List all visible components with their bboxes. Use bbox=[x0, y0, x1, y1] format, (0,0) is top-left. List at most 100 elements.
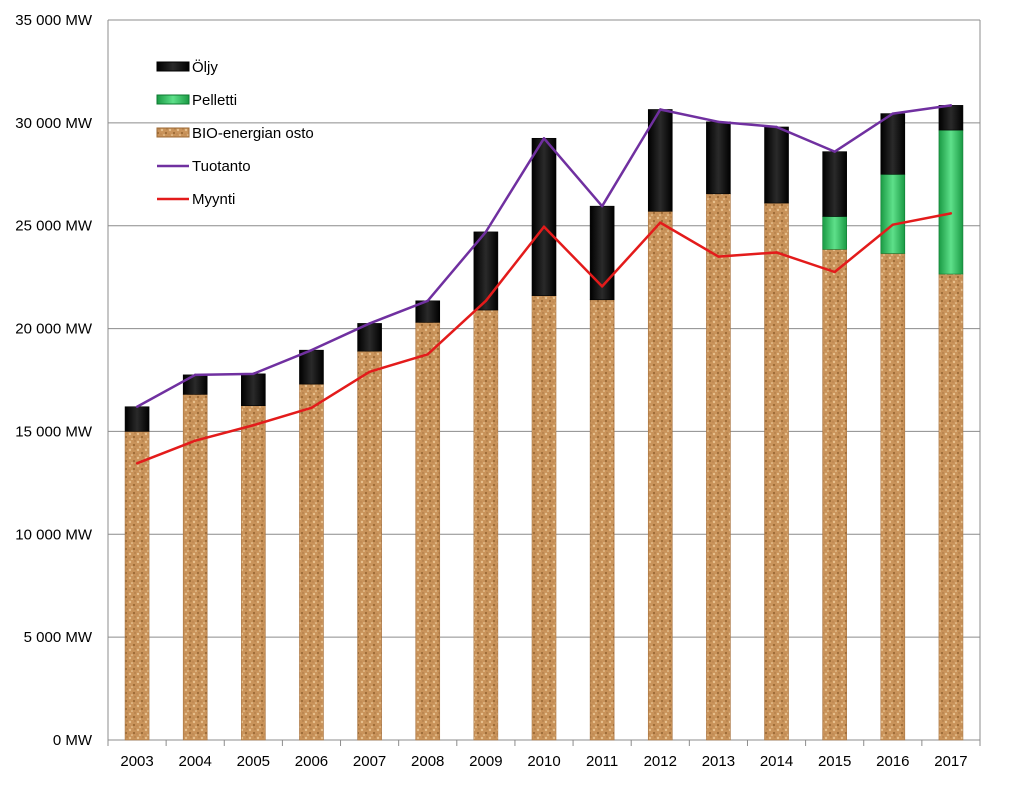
bar-oljy bbox=[706, 121, 731, 195]
legend-label-pelletti: Pelletti bbox=[192, 92, 237, 109]
bar-oljy bbox=[241, 373, 266, 407]
point-myynti bbox=[368, 370, 371, 373]
bar-oljy bbox=[764, 126, 789, 204]
point-myynti bbox=[891, 223, 894, 226]
bar-oljy bbox=[938, 105, 964, 131]
bar-oljy bbox=[182, 374, 208, 395]
bar-bio-energian-osto bbox=[764, 202, 789, 741]
legend-label-bio: BIO-energian osto bbox=[192, 125, 314, 142]
axes bbox=[107, 20, 981, 746]
legend-label-myynti: Myynti bbox=[192, 191, 235, 208]
legend-item-tuotanto: Tuotanto bbox=[157, 158, 251, 175]
bars bbox=[124, 105, 964, 741]
bar-bio-energian-osto bbox=[531, 295, 557, 741]
bar-bio-energian-osto bbox=[357, 350, 382, 741]
legend-label-oljy: Öljy bbox=[192, 58, 218, 76]
bar-pelletti bbox=[822, 216, 847, 250]
bar-bio-energian-osto bbox=[124, 431, 150, 741]
y-tick-label: 15 000 MW bbox=[15, 423, 93, 440]
point-tuotanto bbox=[833, 150, 836, 153]
x-tick-label: 2013 bbox=[702, 753, 735, 770]
legend-item-oljy: Öljy bbox=[156, 58, 218, 76]
bar-oljy bbox=[822, 151, 847, 217]
point-myynti bbox=[252, 424, 255, 427]
x-tick-label: 2010 bbox=[527, 753, 560, 770]
bar-bio-energian-osto bbox=[182, 394, 208, 741]
x-tick-label: 2003 bbox=[120, 753, 153, 770]
legend-item-bio: BIO-energian osto bbox=[156, 125, 314, 142]
x-tick-label: 2007 bbox=[353, 753, 386, 770]
y-tick-label: 25 000 MW bbox=[15, 218, 93, 235]
x-tick-label: 2014 bbox=[760, 753, 793, 770]
bar-bio-energian-osto bbox=[299, 383, 324, 741]
bar-bio-energian-osto bbox=[589, 299, 615, 741]
point-myynti bbox=[484, 299, 488, 302]
x-tick-label: 2009 bbox=[469, 753, 502, 770]
point-myynti bbox=[194, 439, 197, 442]
point-tuotanto bbox=[426, 299, 429, 302]
point-myynti bbox=[135, 462, 139, 465]
x-tick-label: 2015 bbox=[818, 753, 851, 770]
point-tuotanto bbox=[600, 204, 604, 208]
legend-item-pelletti: Pelletti bbox=[156, 92, 237, 109]
y-tick-label: 30 000 MW bbox=[15, 115, 93, 132]
bar-pelletti bbox=[880, 173, 906, 254]
x-tick-label: 2005 bbox=[237, 753, 270, 770]
bar-bio-energian-osto bbox=[473, 309, 499, 741]
point-tuotanto bbox=[659, 108, 662, 111]
point-myynti bbox=[600, 285, 604, 288]
bar-bio-energian-osto bbox=[938, 273, 964, 741]
y-tick-label: 20 000 MW bbox=[15, 321, 93, 338]
point-tuotanto bbox=[542, 137, 546, 140]
bar-oljy bbox=[589, 205, 615, 301]
point-tuotanto bbox=[891, 112, 894, 115]
y-tick-label: 5 000 MW bbox=[24, 629, 93, 646]
point-tuotanto bbox=[775, 125, 778, 129]
point-tuotanto bbox=[717, 120, 720, 124]
legend-label-tuotanto: Tuotanto bbox=[192, 158, 251, 175]
y-tick-label: 0 MW bbox=[53, 732, 93, 749]
point-myynti bbox=[833, 270, 836, 274]
point-myynti bbox=[310, 406, 313, 409]
x-tick-label: 2012 bbox=[644, 753, 677, 770]
legend: Öljy Pelletti BIO-energian osto Tuotanto… bbox=[156, 58, 314, 208]
point-myynti bbox=[542, 225, 546, 228]
bar-bio-energian-osto bbox=[880, 253, 906, 741]
bar-oljy bbox=[473, 231, 499, 311]
point-tuotanto bbox=[368, 322, 371, 325]
bar-bio-energian-osto bbox=[822, 249, 847, 741]
bar-bio-energian-osto bbox=[241, 405, 266, 741]
x-tick-label: 2017 bbox=[934, 753, 967, 770]
bar-bio-energian-osto bbox=[415, 322, 441, 741]
bar-bio-energian-osto bbox=[647, 211, 673, 741]
point-tuotanto bbox=[135, 405, 139, 408]
point-myynti bbox=[659, 221, 662, 224]
x-tick-label: 2004 bbox=[179, 753, 212, 770]
bar-oljy bbox=[124, 406, 150, 432]
tick-labels: 0 MW 5 000 MW 10 000 MW 15 000 MW 20 000 MW 2… bbox=[15, 12, 967, 770]
x-tick-label: 2008 bbox=[411, 753, 444, 770]
point-myynti bbox=[949, 212, 953, 215]
legend-swatch-oljy bbox=[156, 61, 190, 72]
point-tuotanto bbox=[194, 373, 197, 377]
legend-item-myynti: Myynti bbox=[157, 191, 235, 208]
y-tick-label: 10 000 MW bbox=[15, 526, 93, 543]
x-tick-label: 2006 bbox=[295, 753, 328, 770]
lines bbox=[135, 104, 953, 465]
x-tick-label: 2011 bbox=[586, 753, 618, 770]
bar-oljy bbox=[880, 113, 906, 175]
point-tuotanto bbox=[949, 104, 953, 107]
bar-bio-energian-osto bbox=[706, 193, 731, 741]
legend-swatch-bio bbox=[156, 127, 190, 138]
point-tuotanto bbox=[484, 230, 488, 234]
point-tuotanto bbox=[310, 348, 313, 352]
point-tuotanto bbox=[252, 372, 255, 376]
point-myynti bbox=[426, 353, 429, 356]
y-tick-label: 35 000 MW bbox=[15, 12, 93, 29]
bar-oljy bbox=[531, 137, 557, 296]
point-myynti bbox=[717, 255, 720, 258]
bar-oljy bbox=[299, 349, 324, 385]
legend-swatch-pelletti bbox=[156, 94, 190, 105]
bar-pelletti bbox=[938, 129, 964, 275]
